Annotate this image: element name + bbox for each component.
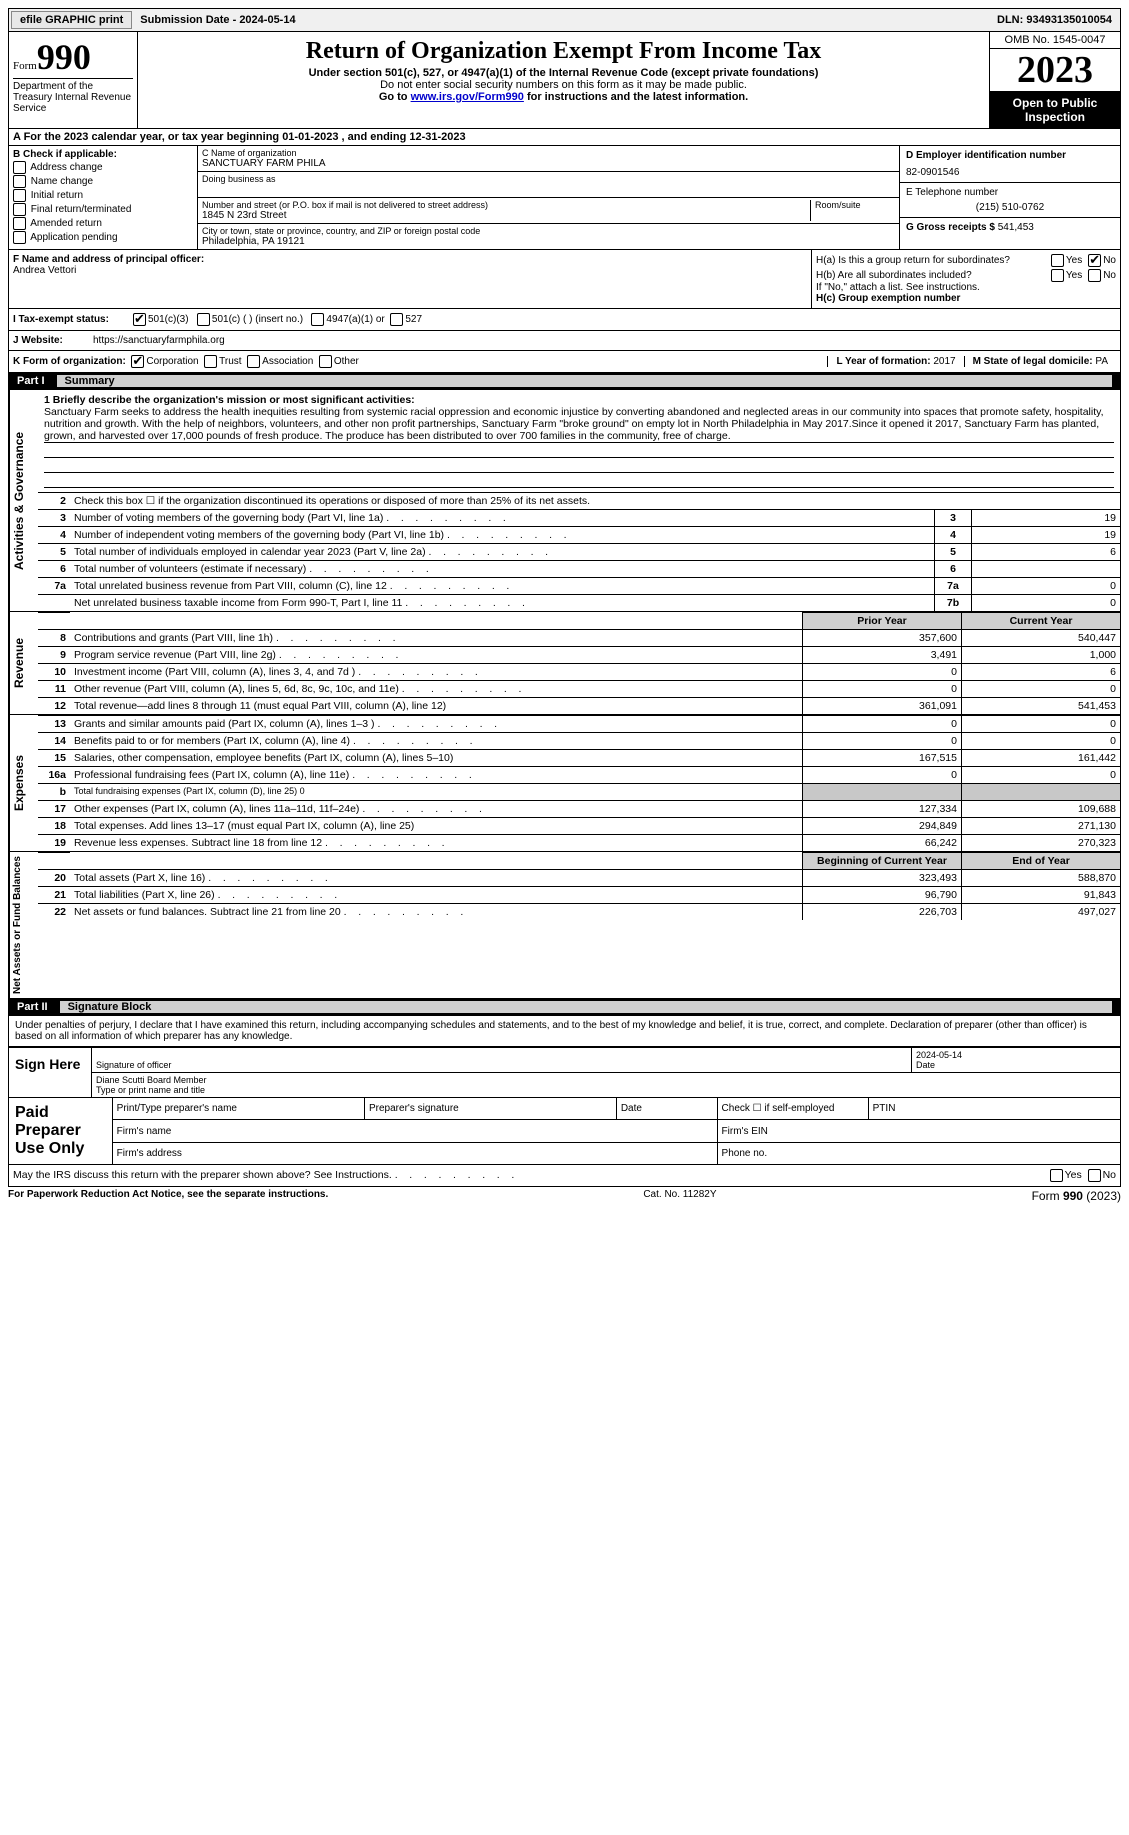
department-label: Department of the Treasury Internal Reve…: [13, 78, 133, 114]
table-row: 8Contributions and grants (Part VIII, li…: [38, 630, 1120, 647]
part-1-header: Part I Summary: [8, 373, 1121, 390]
net-assets-tab: Net Assets or Fund Balances: [9, 852, 38, 998]
org-name: SANCTUARY FARM PHILA: [202, 158, 895, 169]
net-assets-table: Beginning of Current YearEnd of Year 20T…: [38, 852, 1120, 920]
table-row: 17Other expenses (Part IX, column (A), l…: [38, 801, 1120, 818]
form-header: Form990 Department of the Treasury Inter…: [8, 32, 1121, 129]
mission-section: 1 Briefly describe the organization's mi…: [38, 390, 1120, 492]
col-c-org-info: C Name of organization SANCTUARY FARM PH…: [198, 146, 900, 249]
trust-checkbox[interactable]: [204, 355, 217, 368]
table-row: 21Total liabilities (Part X, line 26)96,…: [38, 887, 1120, 904]
group-return-yes[interactable]: [1051, 254, 1064, 267]
irs-link[interactable]: www.irs.gov/Form990: [411, 91, 524, 103]
form-number: Form990: [13, 36, 133, 78]
row-a-calendar-year: A For the 2023 calendar year, or tax yea…: [8, 129, 1121, 146]
expenses-tab: Expenses: [9, 715, 38, 851]
subtitle-2: Do not enter social security numbers on …: [144, 79, 983, 91]
table-row: 18Total expenses. Add lines 13–17 (must …: [38, 818, 1120, 835]
principal-officer: Andrea Vettori: [13, 265, 807, 276]
net-unrelated: 0: [972, 595, 1121, 612]
table-row: bTotal fundraising expenses (Part IX, co…: [38, 784, 1120, 801]
employees: 6: [972, 544, 1121, 561]
independent-members: 19: [972, 527, 1121, 544]
submission-date: Submission Date - 2024-05-14: [134, 12, 301, 28]
goto-instructions: Go to www.irs.gov/Form990 for instructio…: [144, 91, 983, 103]
part-2-header: Part II Signature Block: [8, 999, 1121, 1016]
col-b-checkboxes: B Check if applicable: Address change Na…: [9, 146, 198, 249]
status-501c-checkbox[interactable]: [197, 313, 210, 326]
other-checkbox[interactable]: [319, 355, 332, 368]
tax-year: 2023: [990, 49, 1120, 92]
top-bar: efile GRAPHIC print Submission Date - 20…: [8, 8, 1121, 32]
group-return-no[interactable]: [1088, 254, 1101, 267]
efile-print-button[interactable]: efile GRAPHIC print: [11, 11, 132, 29]
table-row: 22Net assets or fund balances. Subtract …: [38, 904, 1120, 921]
website-url: https://sanctuaryfarmphila.org: [93, 335, 225, 346]
telephone: (215) 510-0762: [906, 198, 1114, 213]
table-row: 16aProfessional fundraising fees (Part I…: [38, 767, 1120, 784]
discuss-yes-checkbox[interactable]: [1050, 1169, 1063, 1182]
name-change-checkbox[interactable]: [13, 175, 26, 188]
table-row: 20Total assets (Part X, line 16)323,4935…: [38, 870, 1120, 887]
form-title: Return of Organization Exempt From Incom…: [144, 38, 983, 65]
application-pending-checkbox[interactable]: [13, 231, 26, 244]
table-row: 11Other revenue (Part VIII, column (A), …: [38, 681, 1120, 698]
year-formation: 2017: [933, 356, 955, 367]
table-row: 15Salaries, other compensation, employee…: [38, 750, 1120, 767]
status-527-checkbox[interactable]: [390, 313, 403, 326]
governance-tab: Activities & Governance: [9, 390, 38, 611]
website-row: J Website: https://sanctuaryfarmphila.or…: [8, 331, 1121, 351]
expenses-block: Expenses 13Grants and similar amounts pa…: [8, 715, 1121, 852]
sign-date: 2024-05-14: [916, 1050, 1116, 1060]
signature-block: Under penalties of perjury, I declare th…: [8, 1016, 1121, 1098]
final-return-checkbox[interactable]: [13, 203, 26, 216]
volunteers: [972, 561, 1121, 578]
corp-checkbox[interactable]: [131, 355, 144, 368]
revenue-block: Revenue Prior YearCurrent Year 8Contribu…: [8, 612, 1121, 715]
discuss-no-checkbox[interactable]: [1088, 1169, 1101, 1182]
form-of-org-row: K Form of organization: Corporation Trus…: [8, 351, 1121, 373]
officer-name: Diane Scutti Board Member: [96, 1075, 1116, 1085]
paid-preparer-block: Paid Preparer Use Only Print/Type prepar…: [8, 1098, 1121, 1165]
gross-receipts: 541,453: [998, 222, 1034, 233]
revenue-tab: Revenue: [9, 612, 38, 714]
discuss-row: May the IRS discuss this return with the…: [8, 1165, 1121, 1187]
address-change-checkbox[interactable]: [13, 161, 26, 174]
table-row: 14Benefits paid to or for members (Part …: [38, 733, 1120, 750]
entity-block: B Check if applicable: Address change Na…: [8, 146, 1121, 250]
subordinates-yes[interactable]: [1051, 269, 1064, 282]
city-state-zip: Philadelphia, PA 19121: [202, 236, 895, 247]
status-4947-checkbox[interactable]: [311, 313, 324, 326]
table-row: 13Grants and similar amounts paid (Part …: [38, 716, 1120, 733]
unrelated-revenue: 0: [972, 578, 1121, 595]
penalty-statement: Under penalties of perjury, I declare th…: [9, 1016, 1120, 1047]
expenses-table: 13Grants and similar amounts paid (Part …: [38, 715, 1120, 851]
governance-table: 2Check this box ☐ if the organization di…: [38, 492, 1120, 611]
voting-members: 19: [972, 510, 1121, 527]
street-address: 1845 N 23rd Street: [202, 210, 810, 221]
subordinates-no[interactable]: [1088, 269, 1101, 282]
state-domicile: PA: [1095, 356, 1108, 367]
table-row: 9Program service revenue (Part VIII, lin…: [38, 647, 1120, 664]
net-assets-block: Net Assets or Fund Balances Beginning of…: [8, 852, 1121, 999]
dln-number: DLN: 93493135010054: [989, 12, 1120, 28]
table-row: 12Total revenue—add lines 8 through 11 (…: [38, 698, 1120, 715]
initial-return-checkbox[interactable]: [13, 189, 26, 202]
table-row: 10Investment income (Part VIII, column (…: [38, 664, 1120, 681]
mission-text: Sanctuary Farm seeks to address the heal…: [44, 406, 1114, 443]
ein-number: 82-0901546: [906, 161, 1114, 178]
omb-number: OMB No. 1545-0047: [990, 32, 1120, 49]
row-f-h: F Name and address of principal officer:…: [8, 250, 1121, 309]
tax-exempt-status-row: I Tax-exempt status: 501(c)(3) 501(c) ( …: [8, 309, 1121, 331]
assoc-checkbox[interactable]: [247, 355, 260, 368]
revenue-table: Prior YearCurrent Year 8Contributions an…: [38, 612, 1120, 714]
col-d-ein-tel: D Employer identification number 82-0901…: [900, 146, 1120, 249]
open-to-public: Open to Public Inspection: [990, 92, 1120, 128]
table-row: 19Revenue less expenses. Subtract line 1…: [38, 835, 1120, 852]
footer-line: For Paperwork Reduction Act Notice, see …: [8, 1187, 1121, 1205]
amended-return-checkbox[interactable]: [13, 217, 26, 230]
subtitle-1: Under section 501(c), 527, or 4947(a)(1)…: [144, 67, 983, 79]
governance-block: Activities & Governance 1 Briefly descri…: [8, 390, 1121, 612]
status-501c3-checkbox[interactable]: [133, 313, 146, 326]
